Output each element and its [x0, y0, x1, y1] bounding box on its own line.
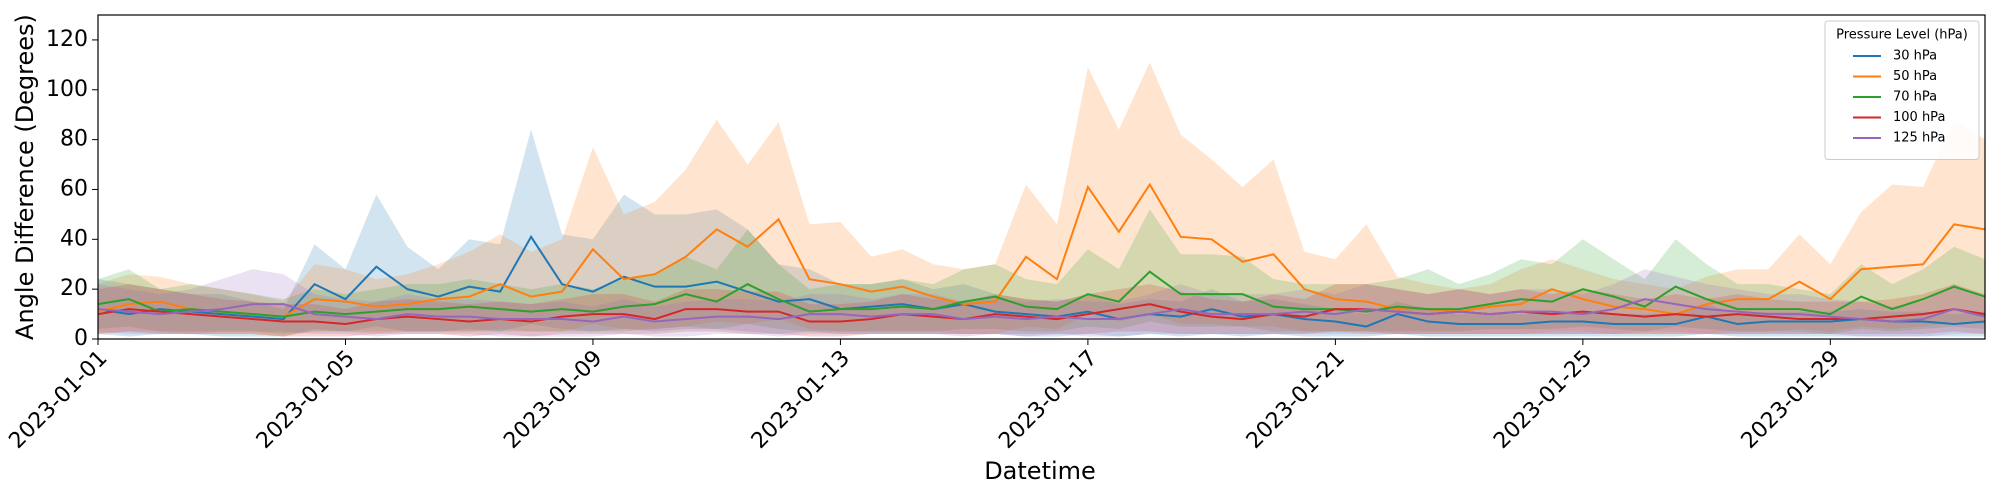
legend-label: 125 hPa	[1893, 131, 1945, 146]
series-line	[97, 270, 1986, 318]
y-tick-label: 120	[46, 27, 88, 52]
x-tick-label: 2023-01-09	[499, 346, 607, 454]
y-tick-label: 80	[60, 127, 88, 152]
y-axis-label: Angle Difference (Degrees)	[11, 14, 39, 340]
series-line	[97, 182, 1986, 318]
y-tick-label: 20	[60, 276, 88, 301]
y-tick-label: 40	[60, 226, 88, 251]
confidence-band	[98, 209, 1985, 335]
x-tick-label: 2023-01-01	[4, 346, 112, 454]
x-tick-label: 2023-01-25	[1489, 346, 1597, 454]
legend-title: Pressure Level (hPa)	[1836, 28, 1968, 43]
series-line	[97, 298, 1986, 323]
y-tick-label: 100	[46, 77, 88, 102]
y-tick-label: 0	[74, 326, 88, 351]
axes-frame	[97, 14, 1986, 340]
series-line	[97, 234, 1986, 328]
x-axis-label: Datetime	[984, 457, 1096, 485]
legend-label: 70 hPa	[1893, 90, 1937, 105]
x-tick-label: 2023-01-21	[1242, 346, 1350, 454]
legend-label: 50 hPa	[1893, 69, 1937, 84]
x-tick-label: 2023-01-13	[747, 346, 855, 454]
x-tick-label: 2023-01-17	[994, 346, 1102, 454]
y-tick-label: 60	[60, 176, 88, 201]
confidence-band	[98, 129, 1985, 337]
x-tick-label: 2023-01-29	[1737, 346, 1845, 454]
legend-label: 30 hPa	[1893, 49, 1937, 64]
legend-label: 100 hPa	[1893, 110, 1945, 125]
x-tick-label: 2023-01-05	[252, 346, 360, 454]
confidence-band	[98, 62, 1985, 337]
